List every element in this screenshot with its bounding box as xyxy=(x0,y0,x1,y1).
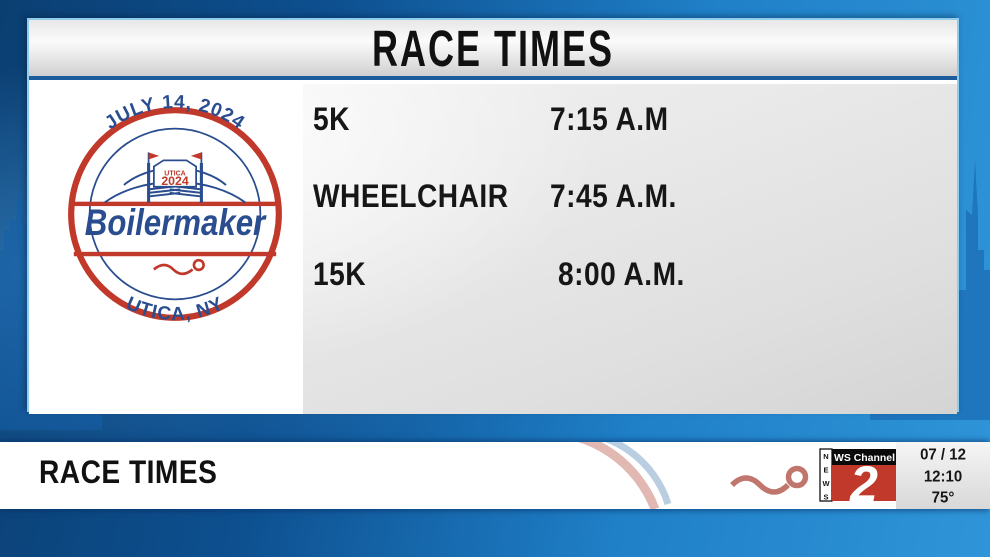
svg-text:W: W xyxy=(822,479,830,488)
svg-text:N: N xyxy=(823,452,828,461)
svg-text:S: S xyxy=(823,493,828,502)
svg-text:UTICA, NY: UTICA, NY xyxy=(123,293,227,325)
svg-text:E: E xyxy=(823,466,828,475)
svg-text:2024: 2024 xyxy=(161,174,189,188)
svg-text:Boilermaker: Boilermaker xyxy=(85,202,268,243)
svg-text:2: 2 xyxy=(849,456,878,509)
